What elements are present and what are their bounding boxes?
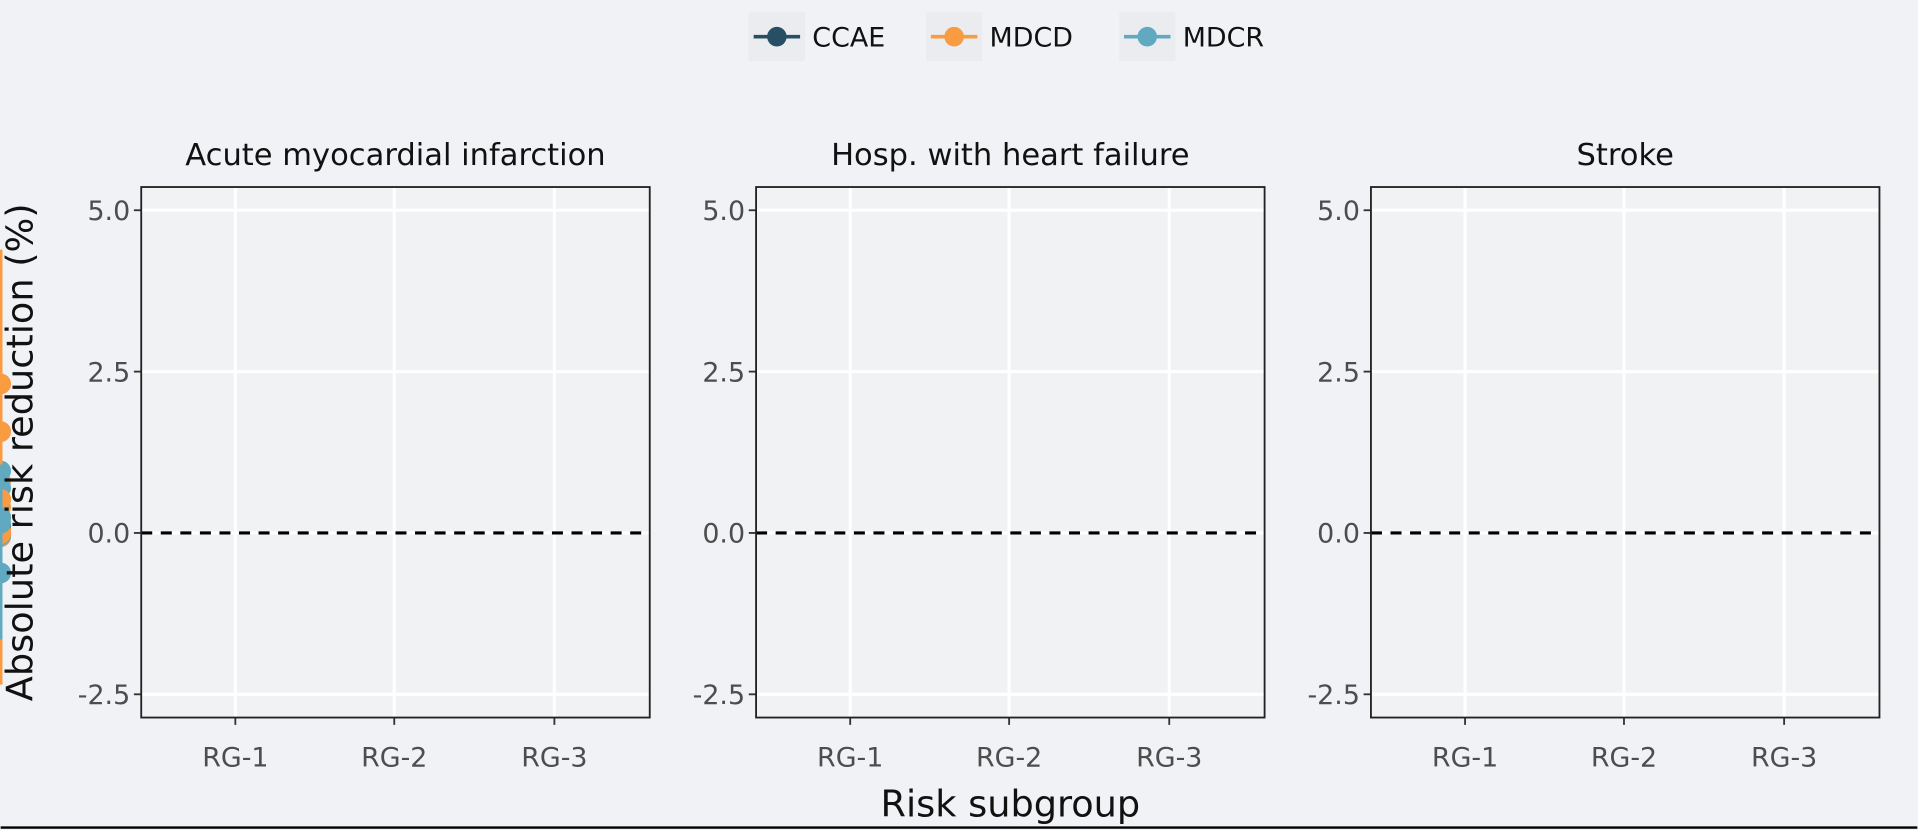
x-tick-label: RG-3 (521, 742, 587, 773)
panel-1: Acute myocardial infarction -2.5 0.0 2.5 5.0… (0, 138, 651, 773)
data-point-mdcr (0, 512, 12, 534)
panel-border (1370, 186, 1881, 719)
y-tick-label: -2.5 (693, 680, 745, 711)
legend-label-ccae: CCAE (812, 22, 885, 53)
x-axis-title: Risk subgroup (880, 783, 1140, 826)
x-tick-label: RG-1 (202, 742, 268, 773)
legend: CCAE MDCD MDCR (748, 12, 1264, 62)
panels: Acute myocardial infarction -2.5 0.0 2.5 5.0… (0, 138, 1881, 773)
y-tick-label: -2.5 (78, 680, 130, 711)
legend-key-point (1137, 26, 1158, 47)
y-tick-label: 0.0 (87, 519, 130, 550)
data-point-mdcd (0, 489, 12, 510)
y-tick-label: -2.5 (1307, 680, 1359, 711)
x-tick-label: RG-2 (361, 742, 427, 773)
data-point-mdcr (0, 562, 12, 584)
x-tick-label: RG-1 (817, 742, 883, 773)
x-tick-label: RG-2 (976, 742, 1042, 773)
legend-key-point (944, 26, 964, 47)
panel-title: Stroke (1577, 138, 1674, 173)
data-point-mdcr (0, 460, 12, 482)
legend-label-mdcd: MDCD (990, 22, 1073, 53)
y-tick-label: 5.0 (87, 196, 130, 227)
y-tick-label: 2.5 (702, 357, 745, 388)
y-tick-label: 2.5 (1317, 357, 1360, 388)
y-tick-label: 5.0 (702, 196, 745, 227)
legend-label-mdcr: MDCR (1183, 22, 1264, 53)
panel-title: Acute myocardial infarction (185, 138, 605, 173)
y-tick-label: 0.0 (1317, 519, 1360, 550)
x-tick-label: RG-3 (1751, 742, 1817, 773)
x-tick-label: RG-2 (1591, 742, 1657, 773)
y-tick-label: 0.0 (702, 519, 745, 550)
panel-border (755, 186, 1266, 719)
data-point-mdcd (0, 421, 12, 443)
y-axis-title: Absolute risk reduction (%) (0, 203, 41, 701)
x-tick-label: RG-1 (1432, 742, 1498, 773)
panel-3: Stroke -2.5 0.0 2.5 5.0 RG-1 RG-2 RG-3 (0, 138, 1881, 773)
y-tick-label: 2.5 (87, 357, 130, 388)
data-point-mdcd (0, 373, 12, 395)
y-tick-label: 5.0 (1317, 196, 1360, 227)
legend-key-point (767, 26, 787, 47)
panel-title: Hosp. with heart failure (831, 138, 1190, 173)
panel-border (140, 186, 651, 719)
x-tick-label: RG-3 (1136, 742, 1202, 773)
